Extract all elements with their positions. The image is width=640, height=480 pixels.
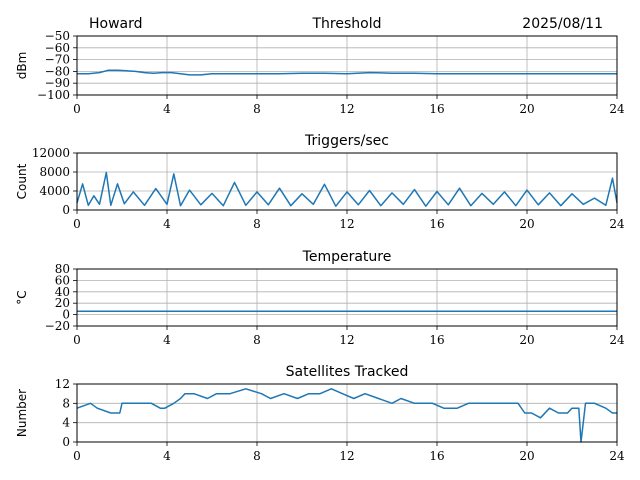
x-tick-label: 24 — [609, 102, 625, 116]
chart-title: Temperature — [302, 249, 392, 265]
x-tick-label: 20 — [519, 449, 534, 463]
x-tick-label: 24 — [609, 217, 625, 231]
x-tick-label: 8 — [253, 102, 261, 116]
y-tick-label: 20 — [55, 296, 70, 310]
x-tick-label: 16 — [429, 333, 444, 347]
y-tick-label: 0 — [62, 308, 70, 322]
x-tick-label: 16 — [429, 102, 444, 116]
x-tick-label: 24 — [609, 449, 625, 463]
y-tick-label: 8000 — [39, 165, 70, 179]
x-tick-label: 24 — [609, 333, 625, 347]
y-tick-label: 12000 — [32, 146, 70, 160]
y-tick-label: 0 — [62, 435, 70, 449]
x-tick-label: 12 — [339, 449, 354, 463]
y-axis-label: °C — [15, 290, 29, 304]
x-tick-label: 16 — [429, 217, 444, 231]
x-tick-label: 16 — [429, 449, 444, 463]
x-tick-label: 4 — [163, 333, 171, 347]
station-name: Howard — [89, 16, 143, 32]
chart-panel: 0 4 8 12 16 20 24 0 4 8 12 Satellites Tracked Number — [15, 364, 625, 463]
x-tick-label: 4 — [163, 449, 171, 463]
chart-panel: 0 4 8 12 16 20 24 −100−90−80−70−60−50 Threshold d… — [15, 16, 625, 116]
y-tick-label: 60 — [55, 273, 70, 287]
y-tick-label: −20 — [45, 319, 70, 333]
x-tick-label: 20 — [519, 102, 534, 116]
y-tick-label: −90 — [45, 76, 70, 90]
chart-title: Triggers/sec — [304, 133, 389, 149]
x-tick-label: 20 — [519, 217, 534, 231]
y-tick-label: 4 — [62, 416, 70, 430]
y-axis-label: dBm — [15, 52, 29, 80]
x-tick-label: 12 — [339, 102, 354, 116]
y-tick-label: −50 — [45, 29, 70, 43]
y-tick-label: 12 — [55, 377, 70, 391]
y-tick-label: 8 — [62, 396, 70, 410]
data-series-line — [76, 171, 618, 207]
y-tick-label: −60 — [45, 41, 70, 55]
x-tick-label: 8 — [253, 449, 261, 463]
report-date: 2025/08/11 — [522, 16, 603, 32]
y-tick-label: 4000 — [39, 184, 70, 198]
x-tick-label: 8 — [253, 217, 261, 231]
y-tick-label: 40 — [55, 285, 70, 299]
x-tick-label: 4 — [163, 102, 171, 116]
x-tick-label: 20 — [519, 333, 534, 347]
data-series-line — [76, 388, 617, 443]
chart-panel: 0 4 8 12 16 20 24 0 4000 8000 12000 Triggers/sec Cou… — [15, 133, 625, 231]
chart-title: Satellites Tracked — [286, 364, 409, 380]
y-tick-label: 0 — [62, 203, 70, 217]
x-tick-label: 4 — [163, 217, 171, 231]
y-tick-label: −100 — [37, 88, 70, 102]
y-axis-label: Number — [15, 389, 29, 437]
y-tick-label: −70 — [45, 53, 70, 67]
y-tick-label: 80 — [55, 262, 70, 276]
y-tick-label: −80 — [45, 64, 70, 78]
x-tick-label: 8 — [253, 333, 261, 347]
x-tick-label: 0 — [73, 449, 81, 463]
x-tick-label: 12 — [339, 333, 354, 347]
chart-panels: 0 4 8 12 16 20 24 −100−90−80−70−60−50 Threshold d… — [15, 16, 625, 463]
x-tick-label: 0 — [73, 333, 81, 347]
y-axis-label: Count — [15, 163, 29, 199]
data-series-line — [77, 69, 617, 76]
x-tick-label: 0 — [73, 102, 81, 116]
chart-title: Threshold — [312, 16, 382, 32]
x-tick-label: 12 — [339, 217, 354, 231]
x-tick-label: 0 — [73, 217, 81, 231]
